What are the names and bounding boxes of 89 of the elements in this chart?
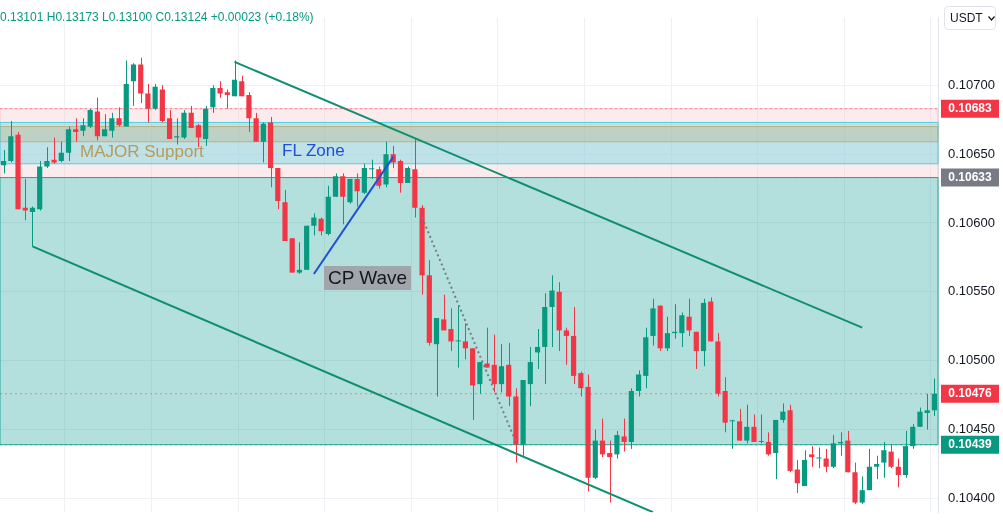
candlestick <box>462 323 468 360</box>
candlestick <box>563 327 570 366</box>
candlestick <box>744 404 750 444</box>
candlestick <box>231 59 238 97</box>
candlestick <box>664 316 671 352</box>
candlestick <box>895 457 901 488</box>
candlestick <box>332 172 339 198</box>
candlestick <box>765 431 772 457</box>
candlestick <box>830 434 836 469</box>
candlestick <box>794 459 800 494</box>
annotation: CP Wave <box>324 266 412 290</box>
candlestick <box>736 408 743 442</box>
ref-line-label: 0.10683 <box>948 101 993 115</box>
candlestick <box>1 149 7 174</box>
candlestick <box>340 172 346 225</box>
candlestick <box>621 418 627 453</box>
candlestick <box>917 407 923 428</box>
candlestick <box>809 445 815 468</box>
candlestick <box>599 418 606 458</box>
candlestick <box>751 413 757 443</box>
candlestick <box>888 444 894 469</box>
candlestick <box>484 327 490 369</box>
ref-line-label: 0.10633 <box>948 169 993 184</box>
candlestick <box>296 241 303 275</box>
candlestick <box>188 105 194 129</box>
annotation: 0.13101 H0.13173 L0.13100 C0.13124 +0.00023 (+0.18%) <box>0 10 314 24</box>
y-tick-label: 0.10550 <box>948 283 995 299</box>
candlestick <box>58 141 64 163</box>
candlestick <box>441 294 447 331</box>
text: USDT <box>950 11 983 25</box>
candlestick <box>881 441 887 479</box>
candlestick <box>116 106 122 128</box>
candlestick <box>369 159 375 180</box>
candlestick <box>397 159 404 194</box>
ref-line-label: 0.10439 <box>948 437 993 452</box>
y-tick-label: 0.10600 <box>948 214 995 230</box>
candlestick <box>210 84 216 114</box>
candlestick <box>73 117 79 143</box>
candlestick <box>224 88 230 110</box>
candlestick <box>44 146 50 169</box>
candlestick <box>347 178 353 205</box>
candlestick <box>253 112 259 143</box>
candlestick <box>859 475 865 505</box>
candlestick <box>166 109 173 140</box>
y-tick-label: 0.10500 <box>948 352 995 368</box>
candlestick <box>816 446 822 469</box>
candlestick <box>693 331 699 370</box>
candlestick <box>527 346 533 407</box>
ref-line-label: 0.10476 <box>948 386 993 401</box>
band-label: MAJOR Support <box>80 142 205 162</box>
candlestick <box>145 83 151 123</box>
candlestick <box>174 117 180 145</box>
candlestick <box>87 108 93 129</box>
candlestick <box>549 274 555 348</box>
candlestick <box>130 62 137 107</box>
candlestick <box>614 430 620 459</box>
candlestick <box>823 448 829 473</box>
candlestick <box>260 121 266 163</box>
candlestick <box>448 307 454 352</box>
candlestick <box>607 440 613 504</box>
candlestick <box>780 402 786 424</box>
candlestick <box>477 361 483 395</box>
candlestick <box>635 369 642 398</box>
y-tick-label: 0.10700 <box>948 76 995 92</box>
candlestick <box>246 91 252 133</box>
candlestick <box>758 413 764 444</box>
candlestick <box>109 112 115 139</box>
candlestick <box>491 334 497 393</box>
candlestick <box>679 312 685 348</box>
band-label: FL Zone <box>282 141 345 161</box>
candlestick <box>578 371 584 398</box>
candlestick <box>455 305 461 369</box>
candlestick <box>729 419 735 450</box>
candlestick <box>686 298 692 337</box>
candlestick <box>924 393 930 431</box>
candlestick <box>22 178 28 221</box>
candlestick <box>354 172 360 207</box>
candlestick <box>311 212 317 236</box>
y-tick-label: 0.10650 <box>948 145 995 161</box>
candlestick <box>152 83 158 111</box>
y-tick-label: 0.10400 <box>948 490 995 506</box>
candlestick <box>498 343 505 393</box>
candlestick <box>874 455 880 480</box>
candlestick <box>931 378 937 417</box>
y-tick-label: 0.10450 <box>948 421 995 437</box>
candlestick <box>65 126 72 162</box>
candlestick <box>910 423 916 450</box>
candlestick <box>866 448 873 491</box>
candlestick <box>29 205 36 247</box>
